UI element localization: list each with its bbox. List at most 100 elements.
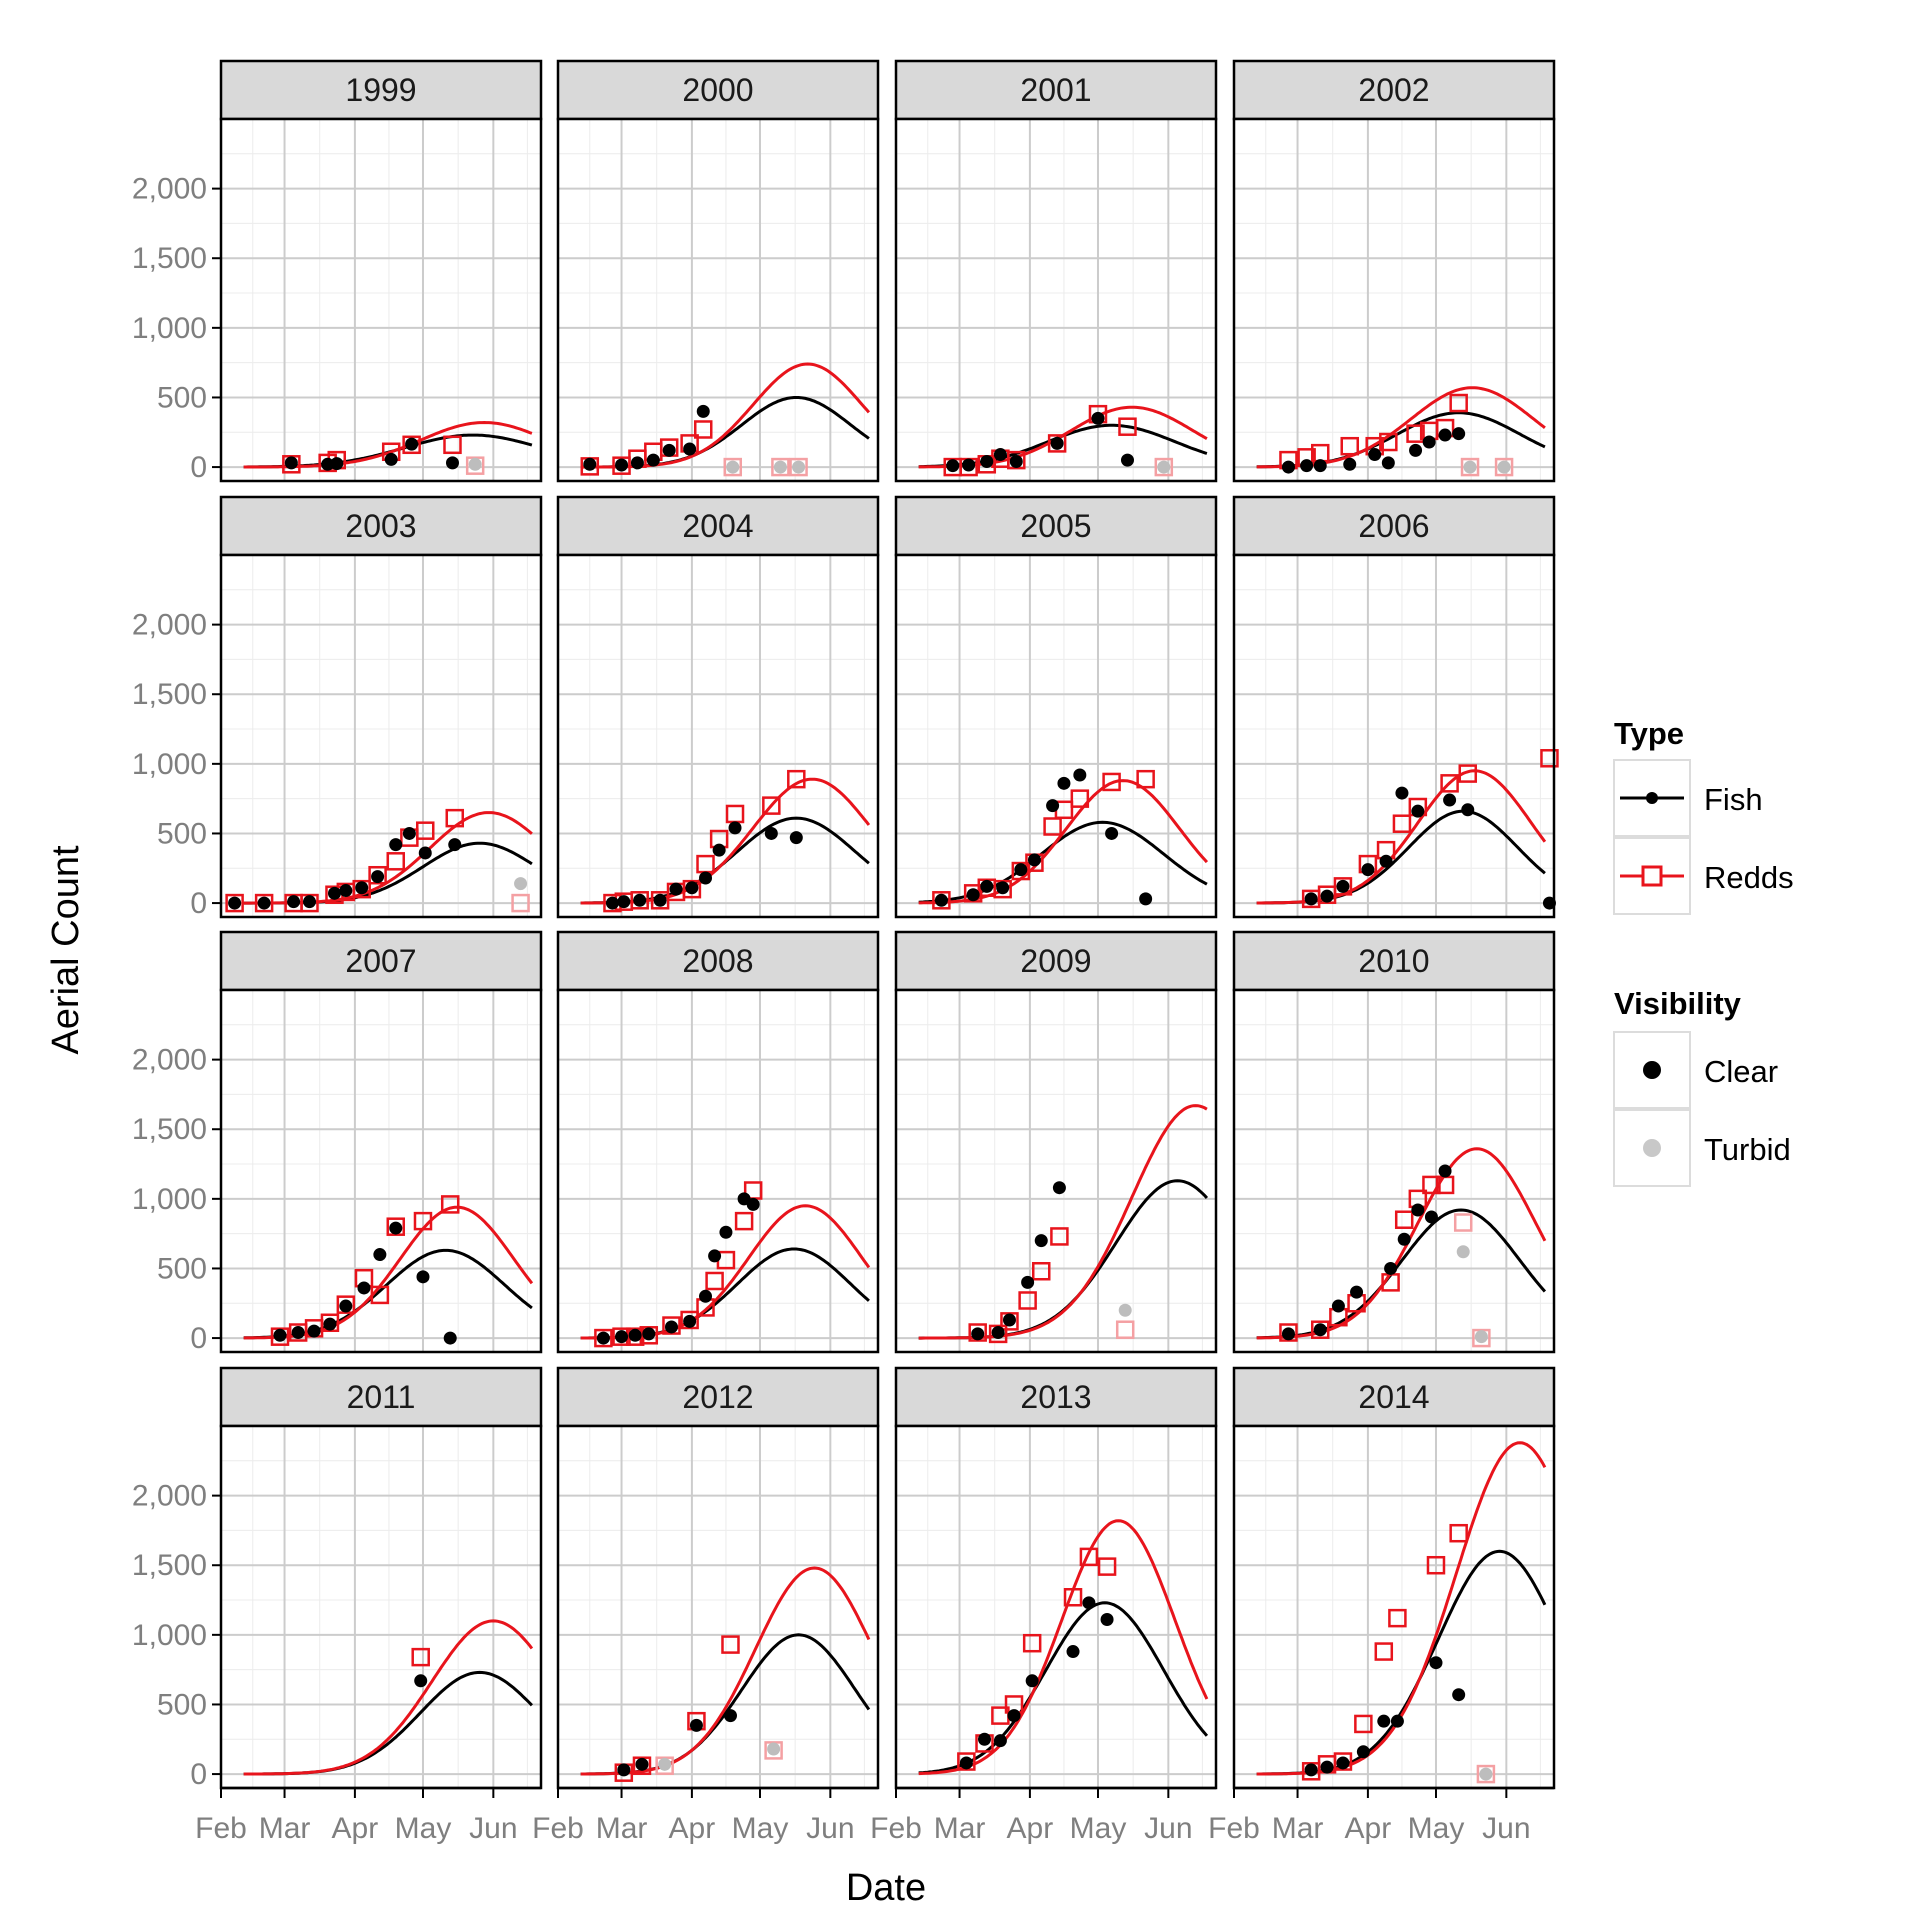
redds-point bbox=[705, 1271, 724, 1291]
redds-turbid-point bbox=[1460, 457, 1480, 477]
fish-point bbox=[327, 886, 341, 900]
fish-point bbox=[685, 881, 699, 895]
facet-2000: 2000 bbox=[556, 59, 880, 483]
legend-clear-label: Clear bbox=[1704, 1054, 1778, 1089]
redds-point bbox=[336, 1295, 356, 1314]
facet-strip-label: 2011 bbox=[347, 1379, 416, 1415]
redds-point bbox=[1050, 1227, 1069, 1246]
fish-point bbox=[303, 895, 317, 909]
y-tick-label: 0 bbox=[190, 1758, 207, 1791]
redds-point bbox=[1540, 749, 1559, 768]
fish-point bbox=[1139, 892, 1153, 906]
fish-point bbox=[615, 458, 629, 472]
y-tick-label: 0 bbox=[190, 1322, 207, 1355]
redds-point bbox=[368, 865, 387, 885]
fish-point bbox=[699, 1289, 713, 1303]
facet-2011: 2011 bbox=[219, 1366, 543, 1790]
redds-point bbox=[370, 1285, 390, 1305]
fish-point bbox=[339, 884, 353, 898]
fish-point bbox=[448, 838, 462, 852]
facet-strip-2010 bbox=[1232, 930, 1556, 992]
fish-point bbox=[330, 457, 344, 471]
fish-point bbox=[1384, 1261, 1398, 1275]
fish-point bbox=[615, 1330, 629, 1344]
fish-point bbox=[669, 882, 683, 896]
x-tick-label: Jun bbox=[1144, 1812, 1192, 1845]
x-tick-label: Feb bbox=[532, 1812, 584, 1845]
panel-background bbox=[1234, 119, 1554, 481]
fish-point bbox=[980, 455, 994, 469]
fish-point bbox=[373, 1248, 387, 1262]
fish-point bbox=[1014, 863, 1028, 877]
x-tick-label: Feb bbox=[1208, 1812, 1260, 1845]
legend-redds-marker bbox=[1641, 865, 1663, 887]
panel-background bbox=[896, 555, 1216, 917]
fish-point bbox=[384, 452, 398, 466]
redds-point bbox=[1374, 1642, 1394, 1661]
redds-point bbox=[594, 1328, 613, 1348]
panel-border bbox=[219, 553, 543, 919]
panel-border bbox=[556, 117, 880, 483]
fish-point bbox=[355, 881, 369, 895]
fish-point bbox=[1313, 1323, 1327, 1337]
redds-fit-curve bbox=[1256, 769, 1547, 905]
fish-point bbox=[1409, 443, 1423, 457]
fish-point bbox=[1368, 448, 1382, 462]
fish-point bbox=[405, 437, 419, 451]
fish-point bbox=[416, 1270, 430, 1284]
fish-point bbox=[683, 1314, 697, 1328]
fish-turbid-point bbox=[773, 460, 787, 474]
redds-point bbox=[1392, 814, 1412, 833]
facet-2010: 2010 bbox=[1232, 930, 1556, 1354]
fish-point bbox=[946, 459, 960, 473]
facet-strip-label: 2012 bbox=[682, 1379, 753, 1415]
fish-point bbox=[728, 821, 742, 835]
facet-strip-label: 1999 bbox=[345, 72, 416, 108]
fish-turbid-point bbox=[1118, 1303, 1132, 1317]
fish-point bbox=[1422, 435, 1436, 449]
legend: Type Fish Redds Visibility Clear Turbid bbox=[1613, 716, 1794, 1187]
fish-point bbox=[1542, 896, 1556, 910]
facet-1999: 1999 bbox=[219, 59, 543, 483]
fish-turbid-point bbox=[1157, 460, 1171, 474]
redds-point bbox=[1449, 393, 1468, 413]
x-tick-label: May bbox=[732, 1812, 789, 1845]
redds-turbid-point bbox=[1453, 1213, 1473, 1232]
legend-fish-label: Fish bbox=[1704, 782, 1763, 817]
fish-point bbox=[443, 1331, 457, 1345]
fish-point bbox=[635, 1757, 649, 1771]
panel-border bbox=[894, 988, 1218, 1354]
facet-2005: 2005 bbox=[894, 495, 1218, 919]
facet-strip-2012 bbox=[556, 1366, 880, 1428]
legend-turbid-label: Turbid bbox=[1704, 1132, 1791, 1167]
panel-background bbox=[558, 555, 878, 917]
facet-strip-label: 2003 bbox=[345, 508, 416, 544]
fish-point bbox=[1397, 1232, 1411, 1246]
y-tick-label: 0 bbox=[190, 451, 207, 484]
fish-turbid-point bbox=[1474, 1330, 1488, 1344]
fish-point bbox=[257, 896, 271, 910]
fish-turbid-point bbox=[726, 460, 740, 474]
panel-border bbox=[1232, 553, 1556, 919]
facet-strip-label: 2004 bbox=[682, 508, 753, 544]
fish-point bbox=[764, 826, 778, 840]
redds-point bbox=[1458, 764, 1478, 783]
facet-strip-2003 bbox=[219, 495, 543, 557]
fish-point bbox=[996, 881, 1010, 895]
redds-point bbox=[440, 1195, 460, 1214]
fish-point bbox=[991, 1326, 1005, 1340]
redds-point bbox=[1136, 769, 1155, 789]
facet-strip-2013 bbox=[894, 1366, 1218, 1428]
redds-point bbox=[1079, 1547, 1099, 1567]
redds-point bbox=[1422, 1175, 1441, 1195]
fish-point bbox=[662, 443, 676, 457]
redds-point bbox=[630, 891, 649, 910]
redds-point bbox=[1310, 1320, 1330, 1339]
y-tick-label: 0 bbox=[190, 887, 207, 920]
redds-point bbox=[762, 796, 781, 815]
facet-strip-2009 bbox=[894, 930, 1218, 992]
fish-point bbox=[993, 1734, 1007, 1748]
redds-point bbox=[932, 891, 951, 910]
facet-strip-label: 2008 bbox=[682, 943, 753, 979]
redds-point bbox=[270, 1327, 290, 1346]
